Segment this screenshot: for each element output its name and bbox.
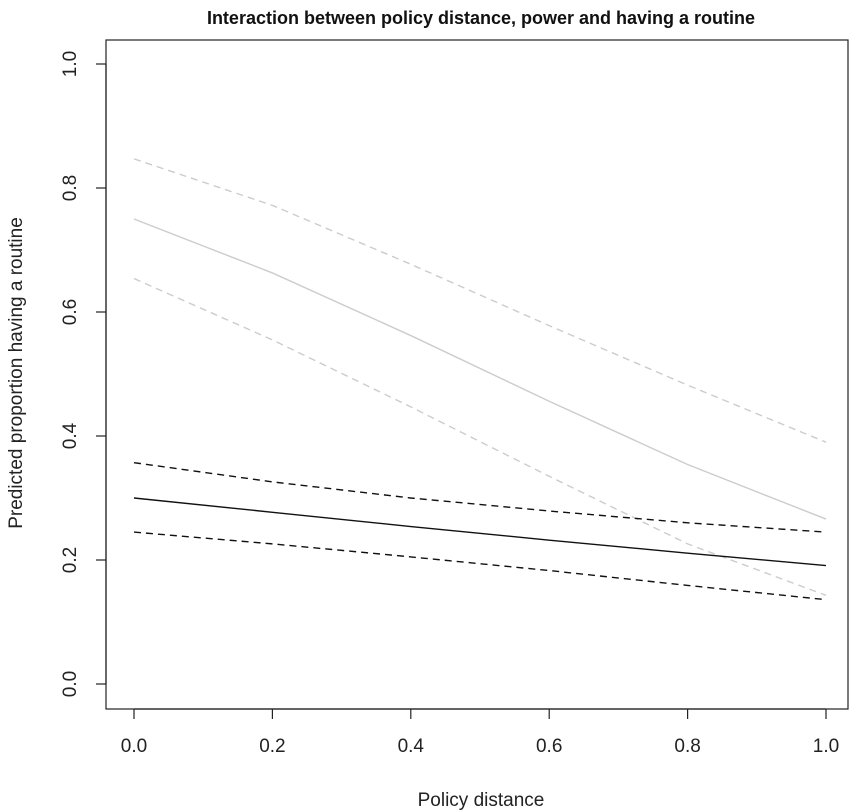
series-line-6 bbox=[133, 531, 827, 601]
y-tick-label: 0.0 bbox=[60, 671, 81, 697]
series-line-4 bbox=[133, 497, 827, 567]
y-tick-label: 1.0 bbox=[60, 51, 81, 77]
x-tick-label: 0.2 bbox=[259, 736, 285, 757]
plot-frame bbox=[105, 39, 849, 710]
x-axis-label: Policy distance bbox=[418, 790, 545, 811]
chart-title: Interaction between policy distance, pow… bbox=[207, 8, 755, 28]
series-line-5 bbox=[133, 461, 827, 533]
series-layer bbox=[133, 158, 827, 601]
x-tick-label: 0.6 bbox=[536, 736, 562, 757]
x-tick-label: 0.0 bbox=[121, 736, 147, 757]
y-tick-label: 0.4 bbox=[60, 422, 81, 449]
x-axis: 0.0 0.2 0.4 0.6 0.8 1.0 bbox=[121, 708, 839, 757]
series-line-1 bbox=[133, 218, 827, 520]
y-tick-label: 0.8 bbox=[60, 175, 81, 201]
series-line-2 bbox=[133, 158, 827, 443]
x-tick-label: 1.0 bbox=[813, 736, 839, 757]
y-tick-label: 0.6 bbox=[60, 299, 81, 325]
x-tick-label: 0.8 bbox=[674, 736, 700, 757]
series-line-3 bbox=[133, 277, 827, 596]
y-axis: 0.0 0.2 0.4 0.6 0.8 1.0 bbox=[60, 51, 107, 697]
y-axis-label: Predicted proportion having a routine bbox=[6, 217, 27, 529]
y-tick-label: 0.2 bbox=[60, 547, 81, 573]
x-tick-label: 0.4 bbox=[398, 736, 425, 757]
